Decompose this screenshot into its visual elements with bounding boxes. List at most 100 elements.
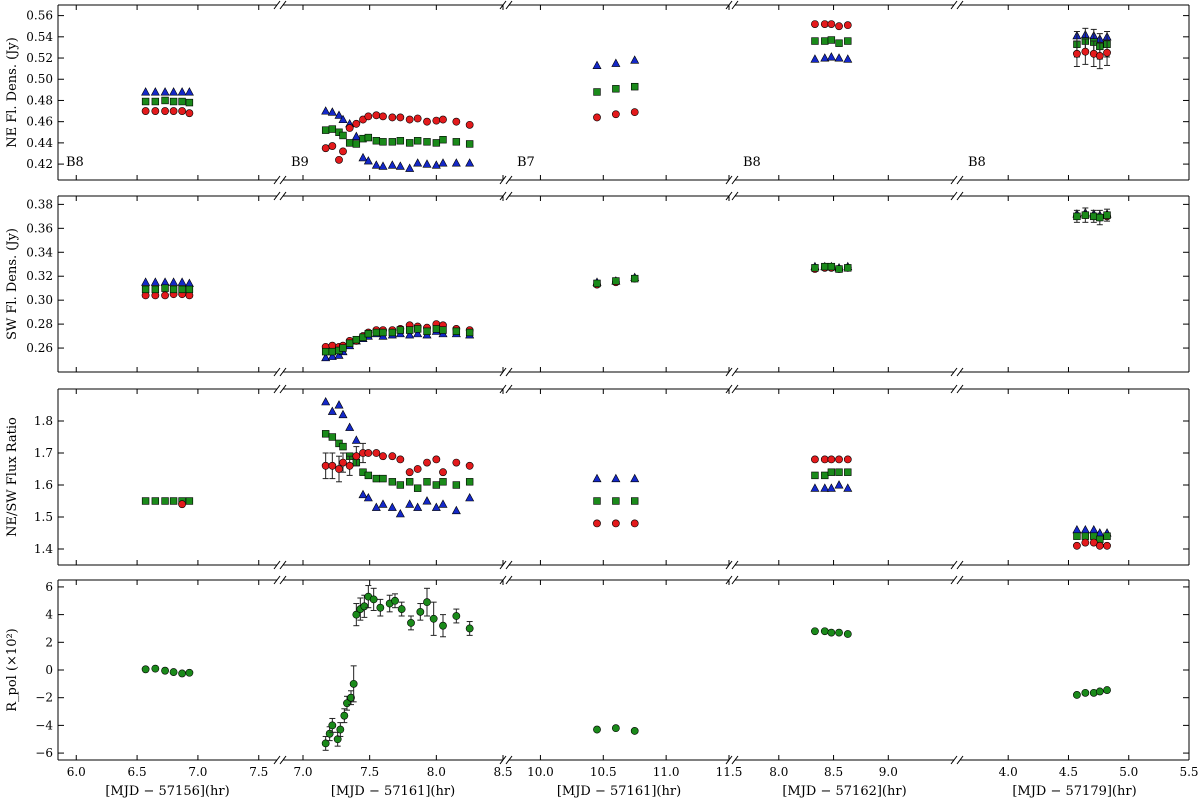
data-point-blue-triangle bbox=[630, 55, 640, 64]
data-point-green-square bbox=[465, 140, 474, 148]
data-point-green-circle bbox=[336, 725, 345, 734]
data-point-green-circle bbox=[1103, 686, 1111, 694]
data-point-red-circle bbox=[405, 468, 414, 477]
data-point-blue-triangle bbox=[358, 489, 368, 499]
data-point-green-square bbox=[352, 140, 361, 148]
data-point-blue-triangle bbox=[843, 54, 853, 63]
data-point-red-circle bbox=[593, 113, 601, 122]
data-point-green-square bbox=[593, 88, 601, 96]
data-point-blue-triangle bbox=[1072, 524, 1082, 534]
axis-break-mark bbox=[273, 191, 281, 201]
data-point-blue-triangle bbox=[334, 110, 344, 119]
data-point-green-square bbox=[141, 97, 150, 106]
data-point-green-circle bbox=[452, 612, 461, 620]
data-point-green-square bbox=[388, 138, 397, 146]
data-point-green-circle bbox=[376, 603, 385, 612]
data-point-green-circle bbox=[321, 739, 330, 748]
data-point-green-square bbox=[185, 285, 194, 294]
x-axis-label: [MJD − 57156](hr) bbox=[105, 784, 229, 799]
y-tick-label: 0.46 bbox=[26, 115, 53, 129]
data-point-green-square bbox=[1096, 213, 1104, 222]
y-tick-label: 0.52 bbox=[26, 51, 53, 65]
data-point-red-circle bbox=[611, 519, 620, 528]
data-point-red-circle bbox=[413, 114, 422, 123]
x-tick-label: 11.5 bbox=[716, 765, 743, 779]
data-point-green-square bbox=[423, 478, 431, 486]
data-point-red-circle bbox=[328, 461, 337, 470]
data-point-green-square bbox=[161, 497, 169, 505]
data-point-green-circle bbox=[820, 627, 829, 636]
data-point-blue-triangle bbox=[405, 330, 415, 339]
data-point-green-square bbox=[811, 264, 819, 272]
data-point-green-square bbox=[1103, 532, 1111, 540]
data-point-green-square bbox=[141, 497, 150, 505]
data-point-green-square bbox=[1073, 212, 1081, 221]
data-point-green-square bbox=[396, 137, 405, 145]
data-point-red-circle bbox=[1073, 541, 1081, 550]
data-point-green-square bbox=[178, 285, 186, 294]
data-point-red-circle bbox=[352, 452, 361, 461]
data-point-green-square bbox=[321, 347, 330, 356]
data-point-green-circle bbox=[465, 624, 474, 633]
x-tick-label: 7.5 bbox=[360, 765, 379, 779]
axis-break-mark bbox=[950, 367, 958, 377]
data-point-green-circle bbox=[407, 619, 415, 627]
data-point-red-circle bbox=[379, 112, 387, 121]
data-point-red-circle bbox=[396, 113, 405, 122]
data-point-green-circle bbox=[416, 607, 425, 616]
data-point-green-circle bbox=[333, 735, 342, 744]
data-point-green-square bbox=[827, 468, 836, 476]
y-tick-label: 0.32 bbox=[26, 269, 53, 283]
data-point-blue-triangle bbox=[169, 277, 179, 286]
data-point-green-square bbox=[1073, 532, 1081, 540]
data-point-blue-triangle bbox=[438, 499, 448, 508]
data-point-green-square bbox=[388, 328, 397, 337]
data-point-blue-triangle bbox=[395, 161, 405, 170]
data-point-green-circle bbox=[1081, 688, 1090, 697]
data-point-blue-triangle bbox=[338, 409, 348, 419]
data-point-green-square bbox=[321, 430, 330, 438]
axis-break-mark bbox=[950, 560, 958, 570]
data-point-green-circle bbox=[811, 627, 819, 636]
axis-break-mark bbox=[273, 0, 281, 10]
data-point-green-circle bbox=[429, 614, 438, 623]
axis-break-mark bbox=[950, 175, 958, 185]
data-point-green-square bbox=[835, 468, 843, 476]
data-point-green-circle bbox=[347, 693, 355, 702]
data-point-blue-triangle bbox=[338, 114, 348, 124]
data-point-blue-triangle bbox=[327, 351, 337, 360]
data-point-green-square bbox=[432, 325, 441, 333]
data-point-blue-triangle bbox=[395, 508, 405, 518]
data-point-green-circle bbox=[843, 630, 852, 638]
data-point-red-circle bbox=[178, 500, 186, 509]
data-point-green-circle bbox=[161, 666, 169, 675]
y-tick-label: 0 bbox=[45, 663, 53, 677]
data-point-green-square bbox=[439, 135, 447, 144]
data-point-red-circle bbox=[820, 455, 829, 464]
data-point-blue-triangle bbox=[611, 58, 621, 67]
y-tick-label: 0.38 bbox=[26, 197, 53, 211]
data-point-red-circle bbox=[1081, 538, 1090, 547]
data-point-green-square bbox=[821, 262, 829, 271]
data-point-green-square bbox=[835, 265, 843, 273]
data-point-blue-triangle bbox=[592, 473, 602, 483]
x-axis-label: [MJD − 57161](hr) bbox=[331, 784, 455, 799]
y-tick-label: 0.56 bbox=[26, 9, 53, 23]
data-point-green-square bbox=[413, 137, 422, 145]
data-point-green-square bbox=[169, 97, 178, 106]
data-point-green-circle bbox=[423, 598, 431, 607]
data-point-red-circle bbox=[465, 461, 474, 470]
data-point-blue-triangle bbox=[834, 480, 844, 489]
data-point-red-circle bbox=[388, 113, 397, 122]
data-point-blue-triangle bbox=[363, 492, 373, 502]
x-tick-label: 5.5 bbox=[1179, 765, 1198, 779]
data-point-green-square bbox=[423, 138, 431, 146]
data-point-red-circle bbox=[178, 107, 186, 115]
x-tick-label: 8.0 bbox=[769, 765, 788, 779]
data-point-red-circle bbox=[352, 119, 361, 128]
y-tick-label: 0.50 bbox=[26, 72, 53, 86]
data-point-blue-triangle bbox=[184, 87, 194, 96]
y-tick-label: 1.8 bbox=[34, 414, 53, 428]
data-point-green-square bbox=[612, 85, 620, 93]
